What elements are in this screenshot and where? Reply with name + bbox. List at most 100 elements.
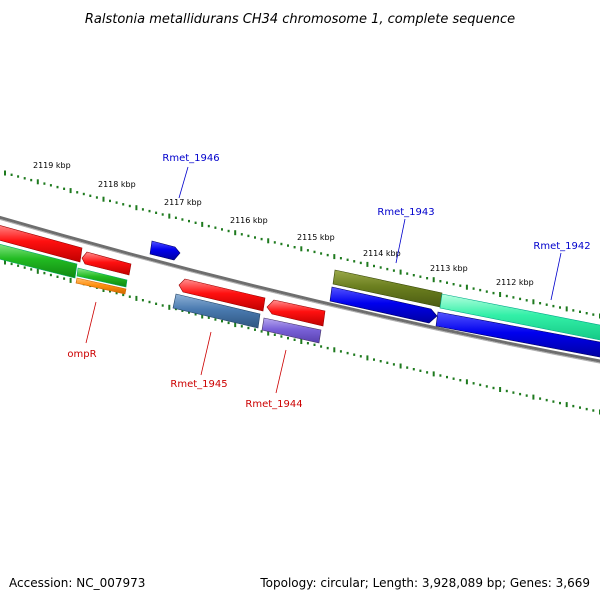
major-tick <box>234 322 237 328</box>
minor-tick <box>452 377 455 380</box>
minor-tick <box>512 391 515 394</box>
tick-label: 2115 kbp <box>297 233 335 242</box>
minor-tick <box>181 309 184 312</box>
gene-label-rmet-1945[interactable]: Rmet_1945 <box>170 379 227 390</box>
minor-tick <box>49 184 52 187</box>
gene-feature[interactable] <box>0 243 78 279</box>
minor-tick <box>492 291 495 295</box>
minor-tick <box>174 307 177 311</box>
minor-tick <box>141 299 144 302</box>
gene-feature[interactable] <box>261 317 322 344</box>
minor-tick <box>592 313 595 316</box>
minor-tick <box>56 275 59 278</box>
major-tick <box>333 254 336 260</box>
minor-tick <box>240 325 243 328</box>
gene-feature[interactable] <box>435 311 600 358</box>
minor-tick <box>306 249 309 252</box>
gene-feature[interactable] <box>178 278 266 312</box>
minor-tick <box>109 290 111 293</box>
minor-tick <box>227 229 230 233</box>
gene-feature[interactable] <box>76 267 128 288</box>
major-tick <box>432 371 435 377</box>
major-tick <box>36 179 39 185</box>
minor-tick <box>148 209 151 213</box>
minor-tick <box>82 192 85 196</box>
minor-tick <box>188 311 190 314</box>
minor-tick <box>115 201 118 204</box>
major-tick <box>565 402 568 408</box>
gene-feature[interactable] <box>75 277 127 295</box>
minor-tick <box>353 353 356 356</box>
minor-tick <box>214 226 217 229</box>
major-tick <box>532 394 535 400</box>
major-tick <box>168 213 171 219</box>
minor-tick <box>76 191 79 194</box>
minor-tick <box>505 294 508 298</box>
gene-label-rmet-1943[interactable]: Rmet_1943 <box>377 207 434 218</box>
minor-tick <box>559 401 561 405</box>
minor-tick <box>49 273 52 277</box>
major-tick <box>267 238 270 244</box>
minor-tick <box>572 309 575 312</box>
minor-tick <box>346 351 349 355</box>
minor-tick <box>221 228 223 231</box>
minor-tick <box>30 268 33 271</box>
minor-tick <box>56 185 59 189</box>
gene-labels: Rmet_1946 Rmet_1943 Rmet_1942 ompR Rmet_… <box>67 153 590 410</box>
tick-label: 2112 kbp <box>496 278 534 287</box>
minor-tick <box>148 300 151 304</box>
map-title: Ralstonia metallidurans CH34 chromosome … <box>85 12 515 27</box>
minor-tick <box>207 316 210 319</box>
minor-tick <box>392 363 395 366</box>
gene-label-rmet-1944[interactable]: Rmet_1944 <box>245 399 302 410</box>
minor-tick <box>174 216 177 219</box>
minor-tick <box>161 213 164 216</box>
gene-feature[interactable] <box>439 293 600 341</box>
minor-tick <box>379 360 382 363</box>
minor-tick <box>161 304 164 307</box>
minor-tick <box>254 328 256 331</box>
major-tick <box>366 355 369 361</box>
accession-text: Accession: NC_007973 <box>9 576 146 590</box>
minor-tick <box>359 355 362 358</box>
minor-tick <box>373 358 375 361</box>
minor-tick <box>43 182 46 185</box>
minor-tick <box>585 312 588 315</box>
minor-tick <box>545 303 548 306</box>
major-tick <box>300 339 303 344</box>
tick-label: 2117 kbp <box>164 198 202 207</box>
minor-tick <box>505 389 508 393</box>
major-tick <box>565 306 568 312</box>
minor-tick <box>313 250 316 254</box>
minor-tick <box>519 297 522 301</box>
major-tick <box>465 284 468 290</box>
gene-label-ompr[interactable]: ompR <box>67 349 96 360</box>
backbone-line <box>0 215 600 363</box>
gene-feature[interactable] <box>81 251 132 276</box>
minor-tick <box>287 244 289 247</box>
gene-feature[interactable] <box>266 299 326 327</box>
minor-tick <box>579 310 581 313</box>
gene-feature[interactable] <box>329 286 438 324</box>
minor-tick <box>346 258 349 261</box>
minor-tick <box>89 194 92 197</box>
minor-tick <box>128 204 131 208</box>
minor-tick <box>452 283 455 286</box>
minor-tick <box>386 361 389 364</box>
major-tick <box>234 230 237 236</box>
leader-line <box>178 166 189 199</box>
minor-tick <box>459 379 462 382</box>
minor-tick <box>155 211 158 214</box>
leader-line <box>85 301 97 344</box>
gene-label-rmet-1942[interactable]: Rmet_1942 <box>533 241 590 252</box>
gene-feature[interactable] <box>0 224 83 263</box>
minor-tick <box>63 187 66 190</box>
gene-label-rmet-1946[interactable]: Rmet_1946 <box>162 153 219 164</box>
major-tick <box>102 196 105 202</box>
gene-feature[interactable] <box>172 293 261 329</box>
minor-tick <box>188 219 190 223</box>
minor-tick <box>30 178 33 182</box>
minor-tick <box>293 338 296 341</box>
major-tick <box>135 205 138 211</box>
gene-feature[interactable] <box>149 240 181 261</box>
